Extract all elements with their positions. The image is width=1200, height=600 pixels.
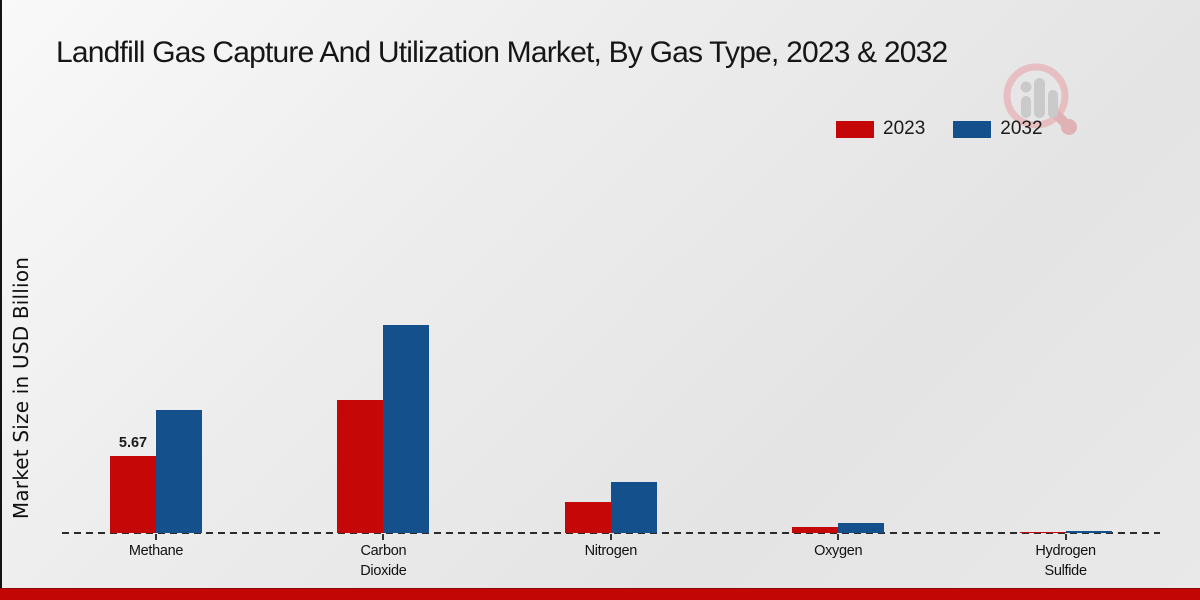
magnifier-barchart-logo-icon xyxy=(1003,63,1077,135)
legend-swatch-2032 xyxy=(953,120,992,138)
bar-2032-hydrogen-sulfide xyxy=(1065,531,1112,533)
axis-tick-carbon-dioxide xyxy=(382,534,385,540)
left-border-line xyxy=(0,0,2,588)
legend-label-2023: 2023 xyxy=(883,118,926,139)
category-label-carbon-dioxide: Carbon Dioxide xyxy=(360,543,407,579)
axis-tick-nitrogen xyxy=(609,534,612,540)
bar-2032-oxygen xyxy=(838,523,885,533)
legend-label-2032: 2032 xyxy=(1000,118,1043,139)
legend: 2023 2032 xyxy=(836,118,1043,140)
axis-tick-methane xyxy=(155,534,157,540)
bar-2023-carbon-dioxide xyxy=(337,400,384,533)
category-label-methane: Methane xyxy=(128,543,184,559)
axis-tick-oxygen xyxy=(837,534,840,540)
legend-swatch-2023 xyxy=(836,120,874,138)
category-label-oxygen: Oxygen xyxy=(814,543,863,559)
chart-title: Landfill Gas Capture And Utilization Mar… xyxy=(56,36,948,69)
category-label-nitrogen: Nitrogen xyxy=(584,543,638,559)
footer-red-bar xyxy=(0,588,1200,600)
data-label-2023-methane: 5.67 xyxy=(118,435,148,451)
bar-2023-oxygen xyxy=(792,527,839,533)
bar-2023-hydrogen-sulfide xyxy=(1019,532,1066,533)
bar-2023-methane xyxy=(110,456,156,533)
bar-2032-carbon-dioxide xyxy=(383,325,430,533)
legend-item-2023: 2023 xyxy=(836,118,925,140)
category-label-hydrogen-sulfide: Hydrogen Sulfide xyxy=(1035,543,1096,579)
x-axis-baseline xyxy=(62,532,1160,534)
market-research-logo-watermark xyxy=(1000,60,1082,140)
bar-2023-nitrogen xyxy=(564,502,611,533)
bar-2032-methane xyxy=(156,410,202,533)
axis-tick-hydrogen-sulfide xyxy=(1064,534,1067,540)
bar-2032-nitrogen xyxy=(610,482,657,533)
legend-item-2032: 2032 xyxy=(953,118,1043,140)
